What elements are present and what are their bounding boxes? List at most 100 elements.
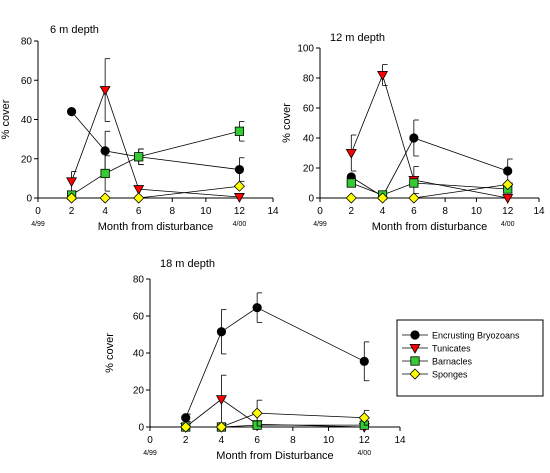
data-point-legend-1	[409, 343, 421, 354]
y-tick-label: 60	[133, 312, 145, 323]
data-point-2	[408, 192, 420, 204]
series-tunicates	[345, 64, 514, 204]
y-axis-label: % cover	[104, 333, 116, 373]
y-tick-label: 40	[21, 115, 33, 126]
legend-label: Barnacles	[432, 357, 473, 367]
date-label: 4/99	[143, 450, 157, 457]
data-point-1	[377, 192, 389, 204]
data-point-1	[215, 421, 227, 433]
legend-box	[396, 319, 544, 397]
series-line	[71, 88, 240, 198]
x-axis-label: Month from Disturbance	[216, 450, 333, 462]
data-point-1	[215, 395, 227, 406]
x-tick-label: 10	[200, 206, 212, 217]
series-line	[350, 73, 508, 199]
series-line	[185, 307, 365, 418]
series-line	[71, 111, 240, 170]
x-axis-label: Month from disturbance	[98, 221, 214, 233]
series-encrusting-bryozoans	[66, 107, 245, 182]
legend-label: Tunicates	[432, 344, 471, 354]
data-point-3	[502, 193, 514, 204]
data-point-0	[181, 413, 191, 423]
x-tick-label: 14	[533, 206, 545, 217]
data-point-3	[233, 180, 245, 192]
data-point-legend-0	[410, 330, 420, 340]
data-point-legend-2	[410, 356, 420, 366]
series-sponges	[180, 399, 370, 433]
data-point-3	[503, 166, 513, 176]
data-point-2	[133, 192, 145, 204]
series-sponges	[66, 180, 245, 204]
y-tick-label: 20	[21, 154, 33, 165]
data-point-3	[359, 356, 369, 366]
data-point-0	[180, 421, 192, 433]
x-tick-label: 8	[290, 435, 296, 446]
series-barnacles	[66, 121, 245, 200]
data-point-3	[358, 412, 370, 424]
date-label: 4/00	[501, 221, 515, 228]
x-tick-label: 0	[147, 435, 153, 446]
date-label: 4/99	[313, 221, 327, 228]
data-point-2	[252, 303, 262, 313]
chart-panel-1: 0 20 40 60 80 0 2 4 6 8 10 12 14 4/99 4/00 Month from d…	[0, 24, 279, 233]
data-point-2	[251, 407, 263, 419]
chart-title: 18 m depth	[160, 258, 215, 270]
x-tick-label: 0	[317, 206, 323, 217]
series-line	[351, 184, 508, 199]
data-point-0	[346, 178, 356, 188]
chart-panel-2: 0 20 40 60 80 100 0 2 4 6 8 10 12 14 4/99 4/00 Month fro…	[281, 32, 545, 233]
y-tick-label: 20	[133, 386, 145, 397]
date-label: 4/99	[31, 221, 45, 228]
data-point-0	[66, 177, 78, 188]
x-tick-label: 6	[136, 206, 142, 217]
series-tunicates	[66, 58, 245, 203]
y-axis-label: % cover	[281, 103, 293, 143]
date-label: 4/00	[233, 221, 247, 228]
series-encrusting-bryozoans	[346, 119, 513, 202]
date-label: 4/00	[357, 450, 371, 457]
y-tick-label: 0	[308, 194, 314, 205]
y-tick-label: 40	[303, 134, 315, 145]
data-point-legend-3	[409, 368, 421, 380]
data-point-2	[409, 178, 419, 188]
x-tick-label: 6	[411, 206, 417, 217]
series-line	[71, 130, 240, 196]
x-tick-label: 10	[471, 206, 483, 217]
series-tunicates	[180, 374, 370, 433]
data-point-2	[133, 185, 145, 195]
chart-panel-3: 0 20 40 60 80 0 2 4 6 8 10 12 14 4/99 4/00 Month from D…	[104, 258, 406, 462]
chart-title: 12 m depth	[330, 32, 385, 44]
x-tick-label: 4	[219, 435, 225, 446]
x-tick-label: 8	[170, 206, 176, 217]
x-tick-label: 4	[102, 206, 108, 217]
y-tick-label: 0	[138, 423, 144, 434]
series-line	[185, 398, 365, 428]
x-tick-label: 12	[359, 435, 371, 446]
data-point-1	[99, 86, 111, 96]
x-tick-label: 14	[267, 206, 279, 217]
data-point-1	[100, 168, 110, 179]
y-tick-label: 0	[26, 194, 32, 205]
data-point-2	[409, 133, 419, 143]
data-point-1	[100, 146, 110, 156]
data-point-0	[345, 148, 357, 159]
y-tick-label: 20	[303, 164, 315, 175]
data-point-3	[233, 193, 245, 203]
series-line	[71, 185, 240, 199]
data-point-1	[377, 71, 389, 81]
data-point-0	[345, 192, 357, 204]
y-tick-label: 100	[297, 44, 314, 55]
y-tick-label: 40	[133, 349, 145, 360]
series-sponges	[345, 178, 514, 204]
series-line	[185, 412, 365, 428]
chart-title: 6 m depth	[50, 24, 99, 36]
x-tick-label: 8	[442, 206, 448, 217]
series-line	[351, 137, 508, 198]
y-axis-label: % cover	[0, 99, 12, 139]
series-encrusting-bryozoans	[181, 292, 370, 423]
y-tick-label: 80	[133, 275, 145, 286]
x-tick-label: 14	[394, 435, 406, 446]
data-point-2	[134, 152, 144, 162]
data-point-1	[216, 327, 227, 337]
